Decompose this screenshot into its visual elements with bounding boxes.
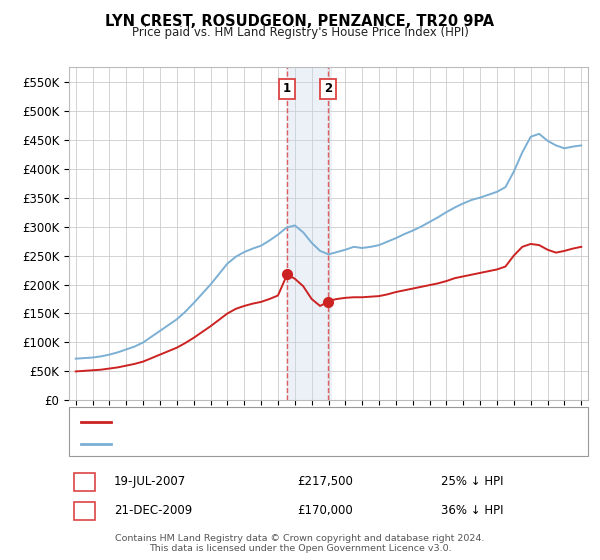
Text: 25% ↓ HPI: 25% ↓ HPI xyxy=(441,475,503,488)
Bar xyxy=(286,67,332,400)
Text: LYN CREST, ROSUDGEON, PENZANCE, TR20 9PA: LYN CREST, ROSUDGEON, PENZANCE, TR20 9PA xyxy=(106,14,494,29)
Text: £170,000: £170,000 xyxy=(297,504,353,517)
Text: 1: 1 xyxy=(283,82,291,95)
Text: HPI: Average price, detached house, Cornwall: HPI: Average price, detached house, Corn… xyxy=(117,439,367,449)
Text: 36% ↓ HPI: 36% ↓ HPI xyxy=(441,504,503,517)
Text: LYN CREST, ROSUDGEON, PENZANCE, TR20 9PA (detached house): LYN CREST, ROSUDGEON, PENZANCE, TR20 9PA… xyxy=(117,417,479,427)
Text: 1: 1 xyxy=(80,475,89,488)
Text: 19-JUL-2007: 19-JUL-2007 xyxy=(114,475,186,488)
Text: 2: 2 xyxy=(80,504,89,517)
Text: £217,500: £217,500 xyxy=(297,475,353,488)
Text: Price paid vs. HM Land Registry's House Price Index (HPI): Price paid vs. HM Land Registry's House … xyxy=(131,26,469,39)
Text: Contains HM Land Registry data © Crown copyright and database right 2024.
This d: Contains HM Land Registry data © Crown c… xyxy=(115,534,485,553)
Text: 21-DEC-2009: 21-DEC-2009 xyxy=(114,504,192,517)
Text: 2: 2 xyxy=(324,82,332,95)
